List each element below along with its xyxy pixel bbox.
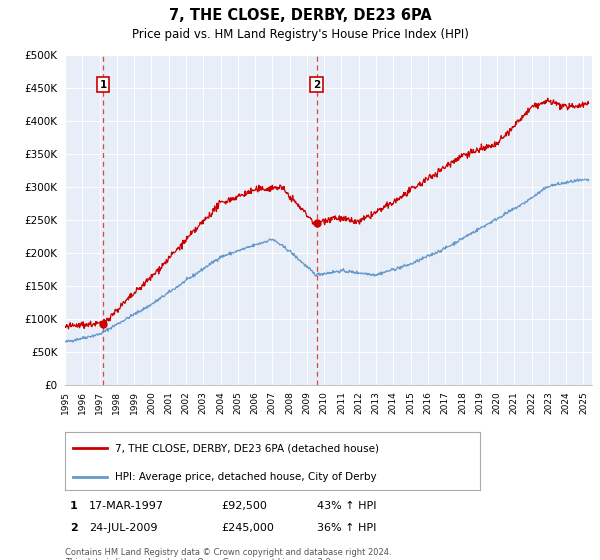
Text: £92,500: £92,500 [221,501,267,511]
Text: 2: 2 [70,523,78,533]
Text: Contains HM Land Registry data © Crown copyright and database right 2024.
This d: Contains HM Land Registry data © Crown c… [65,548,392,560]
Text: HPI: Average price, detached house, City of Derby: HPI: Average price, detached house, City… [115,472,376,482]
Text: 36% ↑ HPI: 36% ↑ HPI [317,523,376,533]
Text: 2: 2 [313,80,320,90]
Text: £245,000: £245,000 [221,523,274,533]
Text: 43% ↑ HPI: 43% ↑ HPI [317,501,377,511]
Text: 1: 1 [100,80,107,90]
Text: 17-MAR-1997: 17-MAR-1997 [89,501,164,511]
Text: 24-JUL-2009: 24-JUL-2009 [89,523,157,533]
Text: Price paid vs. HM Land Registry's House Price Index (HPI): Price paid vs. HM Land Registry's House … [131,28,469,41]
Text: 1: 1 [70,501,78,511]
Text: 7, THE CLOSE, DERBY, DE23 6PA: 7, THE CLOSE, DERBY, DE23 6PA [169,8,431,23]
Text: 7, THE CLOSE, DERBY, DE23 6PA (detached house): 7, THE CLOSE, DERBY, DE23 6PA (detached … [115,444,379,453]
